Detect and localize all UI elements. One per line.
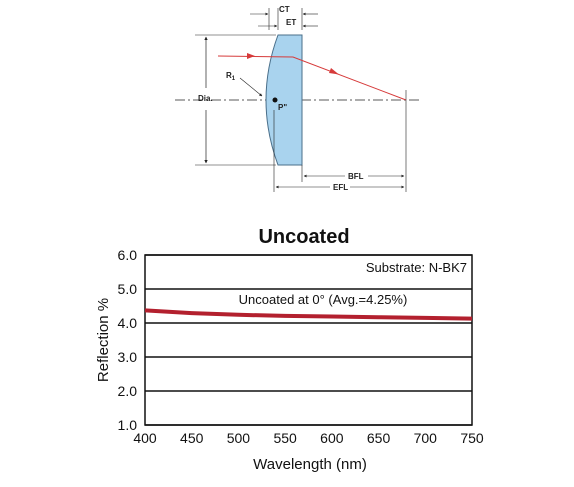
y-tick-label: 6.0 <box>118 247 138 263</box>
bfl-label: BFL <box>348 172 364 181</box>
series-layer <box>144 308 473 321</box>
y-tick-labels: 1.0 2.0 3.0 4.0 5.0 6.0 <box>118 247 138 433</box>
efl-label: EFL <box>333 183 348 192</box>
principal-point <box>272 97 278 103</box>
y-axis-title: Reflection % <box>95 298 112 382</box>
x-axis-title: Wavelength (nm) <box>253 456 367 473</box>
x-tick-label: 650 <box>367 430 391 446</box>
x-tick-label: 400 <box>133 430 157 446</box>
x-tick-label: 600 <box>320 430 344 446</box>
dia-label: Dia. <box>198 94 213 103</box>
p-label: P" <box>278 103 287 112</box>
x-tick-label: 750 <box>460 430 484 446</box>
gridlines <box>145 254 472 426</box>
y-tick-label: 4.0 <box>118 315 138 331</box>
x-tick-label: 550 <box>273 430 297 446</box>
chart-title: Uncoated <box>258 226 349 248</box>
y-tick-label: 2.0 <box>118 383 138 399</box>
y-tick-label: 3.0 <box>118 349 138 365</box>
lens-diagram: CT ET Dia. R1 P" BFL EFL <box>175 5 420 192</box>
y-tick-label: 1.0 <box>118 417 138 433</box>
x-tick-label: 450 <box>180 430 204 446</box>
ct-label: CT <box>279 5 290 14</box>
series-line <box>144 308 473 321</box>
plot-frame <box>144 254 473 426</box>
lens-shape <box>265 34 303 166</box>
x-tick-label: 700 <box>414 430 438 446</box>
y-tick-label: 5.0 <box>118 281 138 297</box>
x-tick-labels: 400 450 500 550 600 650 700 750 <box>133 430 484 446</box>
et-label: ET <box>286 18 296 27</box>
x-tick-label: 500 <box>227 430 251 446</box>
substrate-annotation: Substrate: N-BK7 <box>366 260 467 275</box>
series-annotation: Uncoated at 0° (Avg.=4.25%) <box>239 292 408 307</box>
r1-label: R1 <box>226 71 236 82</box>
light-ray <box>217 55 407 101</box>
